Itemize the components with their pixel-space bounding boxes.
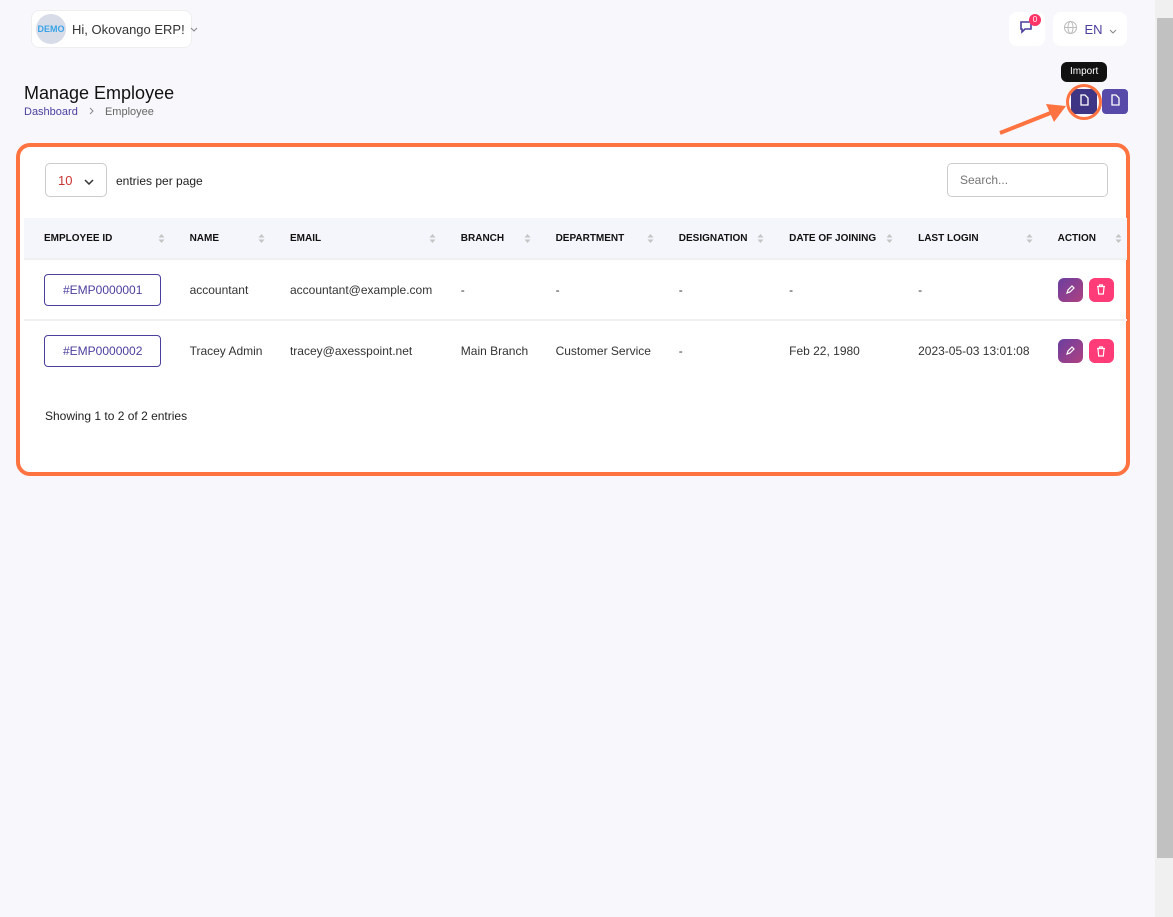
- column-header[interactable]: DATE OF JOINING: [769, 218, 899, 259]
- greeting: Hi, Okovango ERP!: [72, 21, 185, 37]
- table-info: Showing 1 to 2 of 2 entries: [45, 409, 188, 423]
- import-tooltip: Import: [1061, 62, 1108, 82]
- breadcrumb-dashboard[interactable]: Dashboard: [24, 106, 78, 118]
- column-header[interactable]: NAME: [169, 218, 270, 259]
- language-label: EN: [1084, 21, 1103, 37]
- cell-doj: -: [769, 258, 899, 320]
- cell-department: -: [535, 258, 659, 320]
- sort-icon: [1115, 234, 1122, 243]
- cell-name: accountant: [169, 258, 270, 320]
- sort-icon: [429, 234, 436, 243]
- breadcrumb-employee: Employee: [104, 106, 154, 118]
- globe-icon: [1063, 20, 1078, 38]
- column-header[interactable]: EMAIL: [269, 218, 441, 259]
- breadcrumb-separator: [89, 105, 94, 119]
- cell-department: Customer Service: [535, 319, 659, 381]
- notification-badge: 0: [1029, 14, 1041, 26]
- employee-id-link[interactable]: #EMP0000002: [44, 335, 162, 367]
- scrollbar-thumb[interactable]: [1157, 18, 1173, 858]
- chevron-down-icon: [1109, 22, 1117, 37]
- employee-id-link[interactable]: #EMP0000001: [44, 273, 162, 306]
- column-header[interactable]: LAST LOGIN: [898, 218, 1038, 259]
- cell-last_login: 2023-05-03 13:01:08: [898, 319, 1038, 381]
- sort-icon: [886, 234, 893, 243]
- user-menu[interactable]: DEMO Hi, Okovango ERP!: [31, 10, 198, 48]
- column-label: NAME: [189, 232, 220, 244]
- sort-icon: [258, 234, 265, 243]
- scrollbar[interactable]: [1155, 0, 1173, 917]
- column-label: DATE OF JOINING: [789, 232, 877, 244]
- column-header[interactable]: ACTION: [1037, 218, 1127, 259]
- cell-branch: Main Branch: [440, 319, 536, 381]
- column-header[interactable]: BRANCH: [440, 218, 536, 259]
- entries-value: 10: [58, 172, 73, 188]
- file-export-icon: [1110, 93, 1120, 111]
- breadcrumb: Dashboard Employee: [24, 105, 154, 119]
- annotation-arrow: [999, 104, 1066, 135]
- search-input[interactable]: [947, 163, 1108, 197]
- language-select[interactable]: EN: [1053, 12, 1127, 46]
- table-row: #EMP0000002 Tracey Admin tracey@axesspoint…: [24, 319, 1127, 381]
- column-label: EMPLOYEE ID: [44, 232, 113, 244]
- column-label: BRANCH: [460, 232, 505, 244]
- messages-button[interactable]: 0: [1009, 12, 1045, 46]
- cell-last_login: -: [898, 258, 1038, 320]
- employee-table: EMPLOYEE ID NAME EMAIL BRANCH DEPARTMENT DESI…: [24, 218, 1127, 381]
- cell-doj: Feb 22, 1980: [769, 319, 899, 381]
- column-header[interactable]: EMPLOYEE ID: [24, 218, 170, 259]
- cell-email: accountant@example.com: [269, 258, 441, 320]
- table-row: #EMP0000001 accountant accountant@example.…: [24, 258, 1127, 320]
- entries-per-page-select[interactable]: 10: [45, 163, 107, 197]
- delete-button[interactable]: [1088, 339, 1114, 363]
- cell-branch: -: [440, 258, 536, 320]
- entries-label: entries per page: [116, 174, 203, 188]
- export-button[interactable]: [1102, 89, 1128, 114]
- chevron-down-icon: [190, 27, 198, 32]
- delete-button[interactable]: [1088, 277, 1114, 302]
- chevron-down-icon: [84, 173, 94, 188]
- cell-designation: -: [658, 258, 770, 320]
- page-title: Manage Employee: [24, 83, 175, 103]
- column-label: EMAIL: [289, 232, 322, 244]
- cell-email: tracey@axesspoint.net: [269, 319, 441, 381]
- highlight-circle: [1066, 84, 1102, 120]
- column-header[interactable]: DESIGNATION: [658, 218, 770, 259]
- employee-table-card: 10 entries per page EMPLOYEE ID NAME EMAIL…: [16, 143, 1130, 476]
- column-header[interactable]: DEPARTMENT: [535, 218, 659, 259]
- column-label: DESIGNATION: [678, 232, 748, 244]
- sort-icon: [158, 234, 165, 243]
- column-label: DEPARTMENT: [555, 232, 625, 244]
- demo-logo: DEMO: [36, 14, 66, 44]
- cell-name: Tracey Admin: [169, 319, 270, 381]
- sort-icon: [647, 234, 654, 243]
- column-label: ACTION: [1057, 232, 1096, 244]
- edit-button[interactable]: [1057, 339, 1083, 363]
- sort-icon: [1026, 234, 1033, 243]
- cell-designation: -: [658, 319, 770, 381]
- sort-icon: [757, 234, 764, 243]
- edit-button[interactable]: [1057, 277, 1083, 302]
- column-label: LAST LOGIN: [918, 232, 979, 244]
- sort-icon: [524, 234, 531, 243]
